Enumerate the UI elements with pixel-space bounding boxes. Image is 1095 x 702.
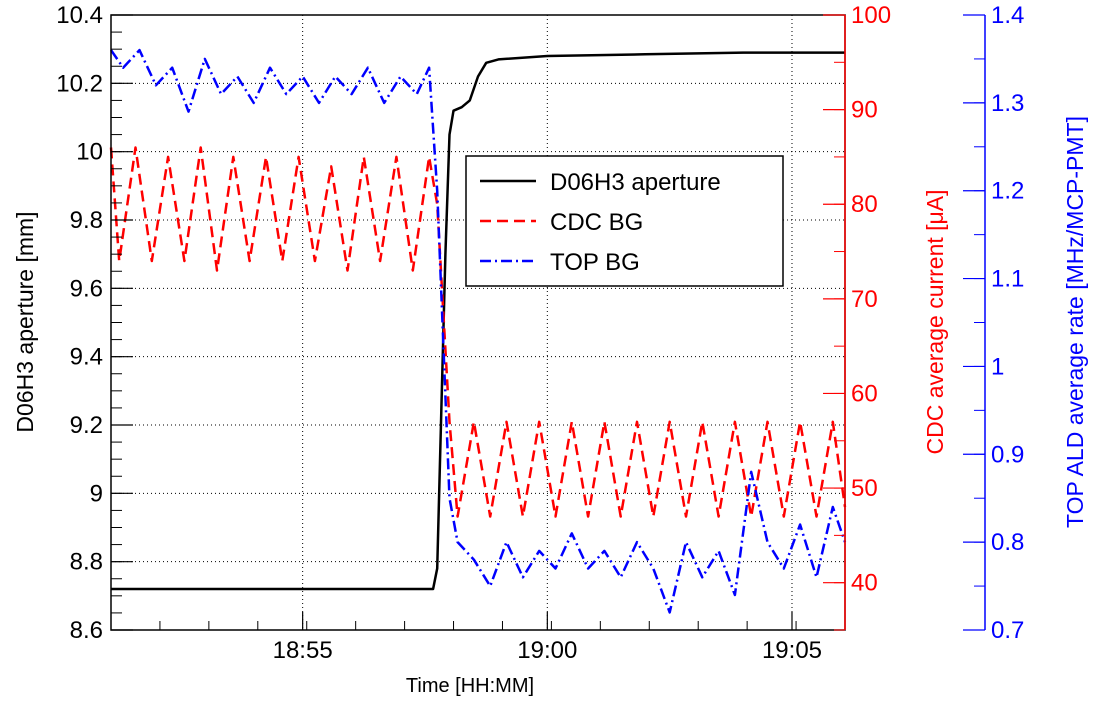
cdc-tick-label: 70 [851, 286, 878, 313]
left-tick-label: 9.2 [70, 412, 103, 439]
cdc-tick-label: 40 [851, 570, 878, 597]
x-axis-title: Time [HH:MM] [406, 675, 534, 697]
left-tick-label: 10 [76, 139, 103, 166]
plot-frame [110, 14, 846, 631]
cdc-tick-label: 80 [851, 191, 878, 218]
left-tick-label: 9 [90, 480, 103, 507]
left-tick-label: 10.2 [56, 70, 103, 97]
cdc-tick-label: 100 [851, 2, 891, 29]
grid [111, 14, 845, 631]
series-layer [109, 48, 847, 614]
top-axis-title: TOP ALD average rate [MHz/MCP-PMT] [1062, 116, 1088, 528]
legend-label-1: CDC BG [550, 209, 643, 236]
left-tick-label: 10.4 [56, 2, 103, 29]
left-tick-label: 9.8 [70, 207, 103, 234]
series-line-1 [109, 146, 847, 518]
top-tick-label: 1.2 [991, 178, 1024, 205]
left-tick-label: 8.8 [70, 549, 103, 576]
left-tick-label: 8.6 [70, 617, 103, 644]
legend-label-2: TOP BG [550, 249, 640, 276]
top-tick-label: 1.4 [991, 2, 1024, 29]
x-tick-label: 18:55 [273, 637, 333, 664]
x-tick-label: 19:00 [517, 637, 577, 664]
legend: D06H3 aperture CDC BG TOP BG [465, 155, 784, 287]
series-line-2 [109, 48, 847, 614]
axes: 8.6 8.8 9 9.2 9.4 9.6 9.8 10 10.2 10.4 18:55 19:00 1… [56, 2, 1024, 664]
top-tick-label: 1.3 [991, 90, 1024, 117]
top-tick-label: 0.7 [991, 617, 1024, 644]
cdc-axis-title: CDC average current [μA] [922, 189, 948, 454]
left-axis-title: D06H3 aperture [mm] [12, 211, 38, 432]
top-tick-label: 0.9 [991, 441, 1024, 468]
top-tick-label: 1 [991, 353, 1004, 380]
top-tick-label: 1.1 [991, 266, 1024, 293]
x-tick-label: 19:05 [762, 637, 822, 664]
cdc-tick-label: 90 [851, 97, 878, 124]
legend-label-0: D06H3 aperture [550, 169, 721, 196]
cdc-tick-label: 60 [851, 380, 878, 407]
cdc-tick-label: 50 [851, 475, 878, 502]
top-tick-label: 0.8 [991, 529, 1024, 556]
left-tick-label: 9.6 [70, 275, 103, 302]
series-line-0 [111, 51, 845, 591]
left-tick-label: 9.4 [70, 344, 103, 371]
